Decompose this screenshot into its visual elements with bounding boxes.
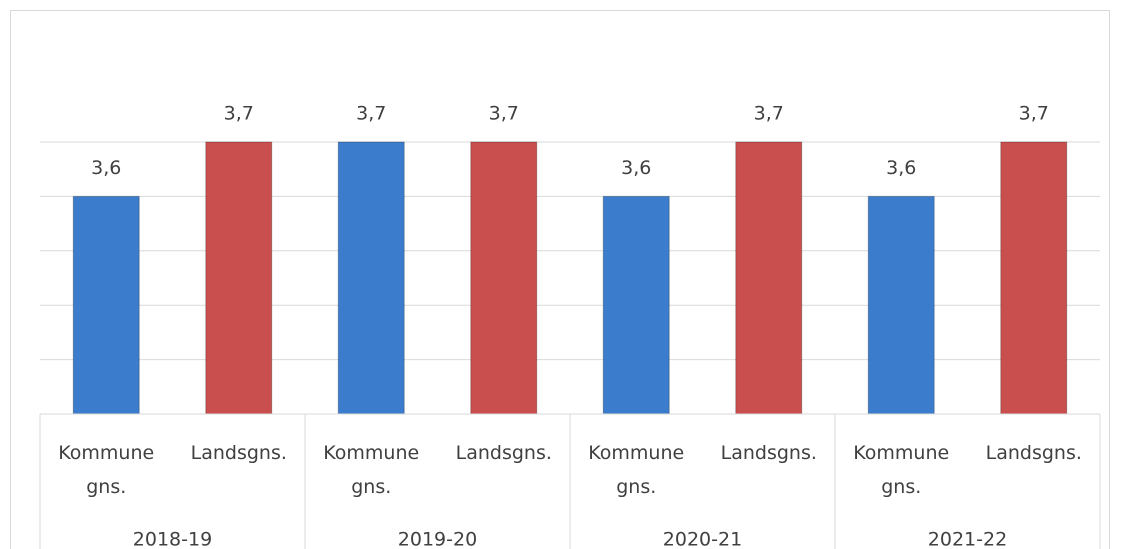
data-label: 3,7 <box>356 103 386 125</box>
x-tick-label: Kommune gns. <box>58 442 155 498</box>
data-label: 3,7 <box>1019 103 1049 125</box>
x-group-label: 2021-22 <box>928 529 1007 549</box>
x-tick-label: Landsgns. <box>720 442 817 464</box>
x-tick-label: Kommune gns. <box>853 442 950 498</box>
data-label: 3,7 <box>224 103 254 125</box>
data-label: 3,6 <box>621 157 651 179</box>
data-label: 3,7 <box>754 103 784 125</box>
bar <box>735 141 803 415</box>
data-label: 3,6 <box>886 157 916 179</box>
bar <box>867 195 935 415</box>
bar <box>205 141 273 415</box>
bar <box>602 195 670 415</box>
data-label: 3,6 <box>91 157 121 179</box>
x-group-label: 2019-20 <box>398 529 477 549</box>
x-group-label: 2018-19 <box>133 529 212 549</box>
x-tick-label: Kommune gns. <box>323 442 420 498</box>
x-tick-label: Landsgns. <box>455 442 552 464</box>
x-tick-label: Kommune gns. <box>588 442 685 498</box>
bar <box>72 195 140 415</box>
x-tick-label: Landsgns. <box>190 442 287 464</box>
bar <box>1000 141 1068 415</box>
bar <box>470 141 538 415</box>
x-group-label: 2020-21 <box>663 529 742 549</box>
chart-frame <box>10 10 1110 549</box>
data-label: 3,7 <box>489 103 519 125</box>
x-tick-label: Landsgns. <box>985 442 1082 464</box>
bar <box>337 141 405 415</box>
